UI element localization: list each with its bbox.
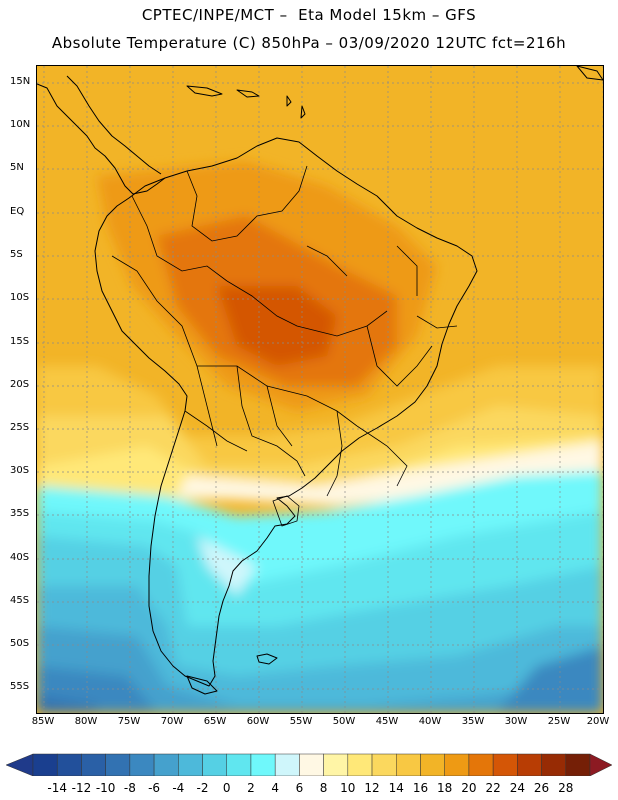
- colorbar-cell: [541, 753, 567, 776]
- country-borders: [111, 165, 458, 527]
- colorbar-cell: [178, 753, 203, 776]
- colorbar-tick-label: 2: [247, 781, 255, 795]
- colorbar-under-triangle: [5, 753, 34, 776]
- title-line-1: CPTEC/INPE/MCT – Eta Model 15km – GFS: [141, 6, 477, 24]
- colorbar-cell: [492, 753, 518, 776]
- colorbar-tick-label: -12: [71, 781, 92, 795]
- lon-label-80w: 80W: [74, 716, 98, 727]
- colorbar-cell: [32, 753, 58, 776]
- lat-label-10n: 10N: [10, 119, 31, 130]
- colorbar-cell: [105, 753, 131, 776]
- colorbar-tick-label: 12: [364, 781, 380, 795]
- lon-label-50w: 50W: [332, 716, 356, 727]
- colorbar-cell: [347, 753, 373, 776]
- lon-label-30w: 30W: [504, 716, 528, 727]
- lat-label-5n: 5N: [10, 162, 24, 173]
- colorbar-tick-label: -8: [123, 781, 136, 795]
- colorbar-cell: [323, 753, 349, 776]
- lon-label-70w: 70W: [160, 716, 184, 727]
- colorbar-cell: [81, 753, 106, 776]
- colorbar-cell: [250, 753, 276, 776]
- lon-label-85w: 85W: [31, 716, 55, 727]
- lat-label-40s: 40S: [10, 552, 30, 563]
- colorbar-tick-label: 6: [295, 781, 304, 795]
- lon-label-45w: 45W: [375, 716, 399, 727]
- colorbar-tick-label: 10: [340, 781, 356, 795]
- colorbar-cell: [129, 753, 155, 776]
- temperature-field: [37, 66, 603, 713]
- colorbar-tick-label: -2: [196, 781, 209, 795]
- colorbar-cell: [226, 753, 252, 776]
- lat-label-55s: 55S: [10, 681, 30, 692]
- colorbar-cell: [420, 753, 445, 776]
- lon-label-60w: 60W: [246, 716, 270, 727]
- south-america-coast: [94, 137, 478, 687]
- lon-label-20w: 20W: [586, 716, 610, 727]
- colorbar-tick-label: -6: [148, 781, 161, 795]
- lon-label-25w: 25W: [547, 716, 571, 727]
- lon-label-75w: 75W: [117, 716, 141, 727]
- coastlines: [37, 66, 603, 695]
- lat-label-45s: 45S: [10, 595, 30, 606]
- colorbar-tick-label: 16: [412, 781, 429, 795]
- colorbar-tick-label: 0: [222, 781, 231, 795]
- colorbar-cell: [444, 753, 470, 776]
- colorbar-cell: [202, 753, 227, 776]
- lat-label-15n: 15N: [10, 76, 31, 87]
- lat-label-eq: EQ: [10, 206, 25, 217]
- colorbar-cell: [153, 753, 179, 776]
- lat-label-35s: 35S: [10, 508, 30, 519]
- lat-label-10s: 10S: [10, 292, 30, 303]
- colorbar-cell: [371, 753, 397, 776]
- lat-label-25s: 25S: [10, 422, 30, 433]
- colorbar-cell: [396, 753, 421, 776]
- colorbar-cell: [56, 753, 82, 776]
- colorbar-cell: [299, 753, 324, 776]
- map-panel: [36, 65, 604, 714]
- colorbar-tick-label: -4: [172, 781, 185, 795]
- central-america-caribbean-coast: [66, 75, 162, 175]
- lon-label-55w: 55W: [289, 716, 313, 727]
- title-line-2: Absolute Temperature (C) 850hPa – 03/09/…: [51, 34, 567, 52]
- lon-label-35w: 35W: [461, 716, 485, 727]
- graticule: [37, 66, 603, 713]
- lat-label-30s: 30S: [10, 465, 30, 476]
- colorbar-tick-label: 4: [271, 781, 279, 795]
- temperature-map: [37, 66, 603, 713]
- colorbar-cell: [468, 753, 494, 776]
- colorbar-cell: [565, 753, 591, 776]
- lon-label-65w: 65W: [203, 716, 227, 727]
- lat-label-5s: 5S: [10, 249, 23, 260]
- colorbar-tick-label: 22: [485, 781, 501, 795]
- colorbar-tick-label: 14: [388, 781, 404, 795]
- colorbar-over-triangle: [589, 753, 613, 776]
- lat-label-50s: 50S: [10, 638, 30, 649]
- colorbar-tick-label: 24: [509, 781, 525, 795]
- lon-label-40w: 40W: [418, 716, 442, 727]
- colorbar-tick-label: 28: [558, 781, 574, 795]
- colorbar: [5, 753, 613, 776]
- colorbar-cell: [517, 753, 542, 776]
- lat-label-15s: 15S: [10, 336, 30, 347]
- colorbar-tick-label: 18: [437, 781, 453, 795]
- colorbar-tick-label: -14: [47, 781, 67, 795]
- central-america-coast: [37, 83, 166, 195]
- lat-label-20s: 20S: [10, 379, 30, 390]
- colorbar-tick-label: -10: [95, 781, 116, 795]
- colorbar-tick-label: 8: [319, 781, 328, 795]
- colorbar-tick-label: 20: [461, 781, 477, 795]
- colorbar-cell: [274, 753, 300, 776]
- colorbar-tick-label: 26: [533, 781, 550, 795]
